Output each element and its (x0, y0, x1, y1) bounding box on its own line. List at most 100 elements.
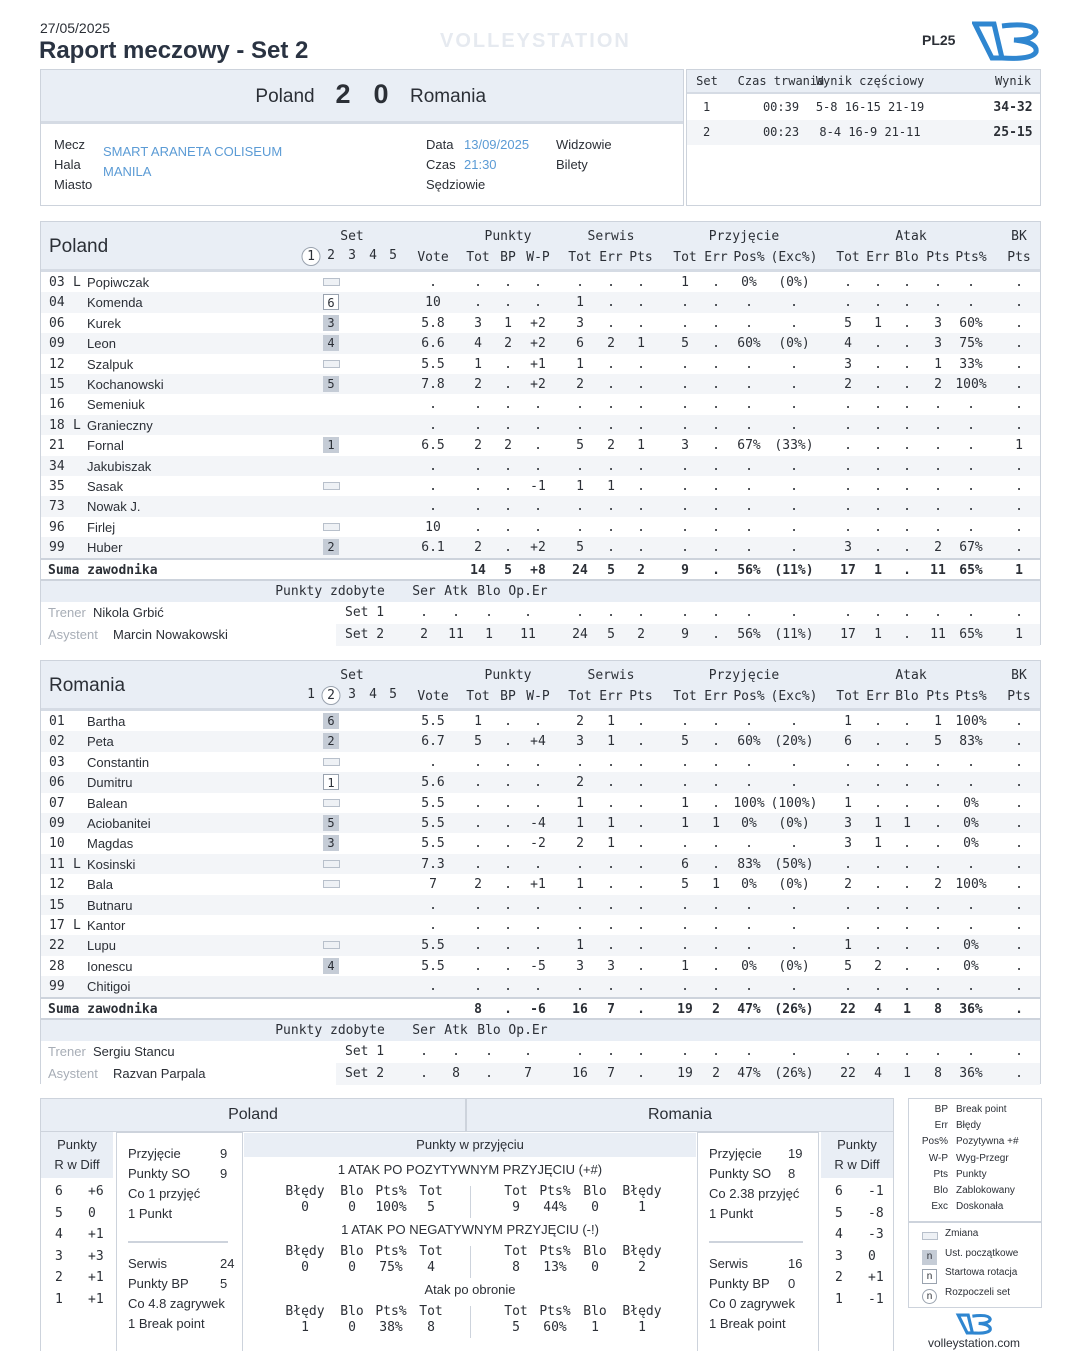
stat-cell: 1 (874, 315, 882, 331)
set-stat-cell: . (790, 604, 798, 620)
player-number: 06 (49, 775, 65, 791)
stat-cell: . (1015, 856, 1023, 872)
player-number: 34 (49, 458, 65, 474)
column-header: BP (500, 250, 516, 265)
stat-cell: . (576, 754, 584, 770)
libero-flag: L (73, 918, 81, 933)
player-row: 07 Balean 5.5... 1.. 1. 100% (100%) 1... 0%. (41, 793, 1040, 813)
player-row: 12 Szalpuk 5.5 1. +1 1...... 3.. 1 33%. (41, 354, 1040, 374)
set-stat-cell: . (420, 1065, 428, 1081)
stat-cell: . (534, 397, 542, 413)
stat-cell: . (637, 795, 645, 811)
stat-cell: 2 (474, 377, 482, 392)
sets-table: Set Czas trwania Wynik częściowy Wynik 1 00:3… (686, 69, 1041, 206)
summary-value: 19 (788, 1146, 803, 1161)
rotation-diff: +6 (88, 1184, 104, 1199)
stat-cell: . (903, 356, 911, 372)
column-group: BK (1011, 229, 1027, 244)
set-stat-cell: 11 (448, 626, 464, 642)
player-row: 21 Fornal 1 6.5 2 2. 5 2 1 3. 67% (33%)..... 1 (41, 435, 1040, 455)
points-col-header: Blo (477, 1022, 501, 1038)
player-name: Sasak (87, 479, 124, 494)
stat-cell: . (607, 295, 615, 311)
total-cell: 8 (934, 1001, 942, 1017)
stat-cell: 5 (681, 877, 689, 893)
stat-cell: . (504, 795, 512, 811)
legend-abbr: Blo (933, 1185, 948, 1196)
stat-cell: 2 (844, 377, 852, 392)
stat-cell: . (607, 897, 615, 913)
stat-cell: . (534, 795, 542, 811)
stat-cell: 3 (844, 816, 852, 831)
set-summary-row: Trener Sergiu Stancu Set 1................… (41, 1041, 1040, 1063)
stat-cell: . (967, 856, 975, 872)
stat-cell: . (712, 795, 720, 811)
points-col-header: Op.Er (508, 1022, 548, 1038)
stat-cell: -5 (530, 958, 546, 974)
stat-cell: . (903, 315, 911, 331)
legend-mark-label: Startowa rotacja (945, 1267, 1018, 1278)
stat-cell: . (504, 958, 512, 974)
player-number: 11 (49, 856, 65, 872)
volleystation-logo-icon (972, 21, 1039, 61)
player-name: Kochanowski (87, 377, 164, 392)
player-number: 96 (49, 519, 65, 535)
stat-cell: . (1015, 295, 1023, 311)
stat-cell: 6.7 (421, 734, 445, 750)
stat-cell: . (504, 275, 512, 290)
stat-cell: . (745, 479, 753, 494)
stat-cell: 2 (504, 438, 512, 454)
player-number: 03 (49, 275, 65, 290)
player-name: Granieczny (87, 417, 153, 433)
stat-cell: . (745, 836, 753, 852)
column-header: Pts (1007, 250, 1031, 265)
substitution-icon (323, 757, 340, 766)
stat-cell: 1 (712, 816, 720, 831)
legend-desc: Wyg-Przegr (956, 1152, 1009, 1164)
stat-cell: . (874, 417, 882, 433)
set-stat-cell: . (745, 1043, 753, 1059)
stat-header: Błędy (285, 1184, 325, 1199)
stat-cell: 60% (737, 336, 761, 352)
column-group: Set (340, 668, 364, 683)
stat-cell: . (903, 979, 911, 995)
stat-cell: 33% (959, 356, 983, 372)
assistant-label: Asystent (48, 626, 98, 642)
label-data: Data (426, 137, 454, 152)
total-label: Suma zawodnika (48, 1001, 158, 1017)
stat-cell: . (429, 458, 437, 474)
stat-cell: . (637, 836, 645, 852)
rotation-number: 4 (835, 1227, 843, 1243)
stat-cell: 0% (741, 958, 757, 974)
set-stat-cell: . (452, 604, 460, 620)
stat-cell: . (790, 754, 798, 770)
stat-cell: 100% (733, 795, 765, 811)
stat-cell: . (874, 519, 882, 535)
set-stat-cell: . (1015, 1043, 1023, 1059)
player-name: Peta (87, 734, 114, 750)
stat-cell: . (607, 356, 615, 372)
stat-cell: . (903, 734, 911, 750)
stat-cell: . (504, 519, 512, 535)
stat-cell: . (745, 918, 753, 933)
substitution-icon (323, 880, 340, 889)
stat-cell: . (576, 417, 584, 433)
stat-cell: . (534, 856, 542, 872)
stat-cell: . (745, 315, 753, 331)
stat-cell: . (874, 458, 882, 474)
stat-cell: . (874, 377, 882, 392)
stat-cell: 2 (504, 336, 512, 352)
stat-cell: . (607, 275, 615, 290)
player-name: Kurek (87, 315, 121, 331)
set-stat-cell: . (607, 1043, 615, 1059)
legend-mark-label: Rozpoczeli set (945, 1286, 1011, 1298)
stat-cell: . (534, 918, 542, 933)
sets-header-cell: Wynik (994, 74, 1032, 88)
stat-cell: . (712, 356, 720, 372)
stat-cell: 2 (607, 438, 615, 454)
stat-cell: 1 (607, 836, 615, 852)
stat-cell: -1 (530, 479, 546, 494)
player-name: Komenda (87, 295, 143, 311)
rotation-points-header (821, 1132, 893, 1178)
player-number: 15 (49, 377, 65, 392)
